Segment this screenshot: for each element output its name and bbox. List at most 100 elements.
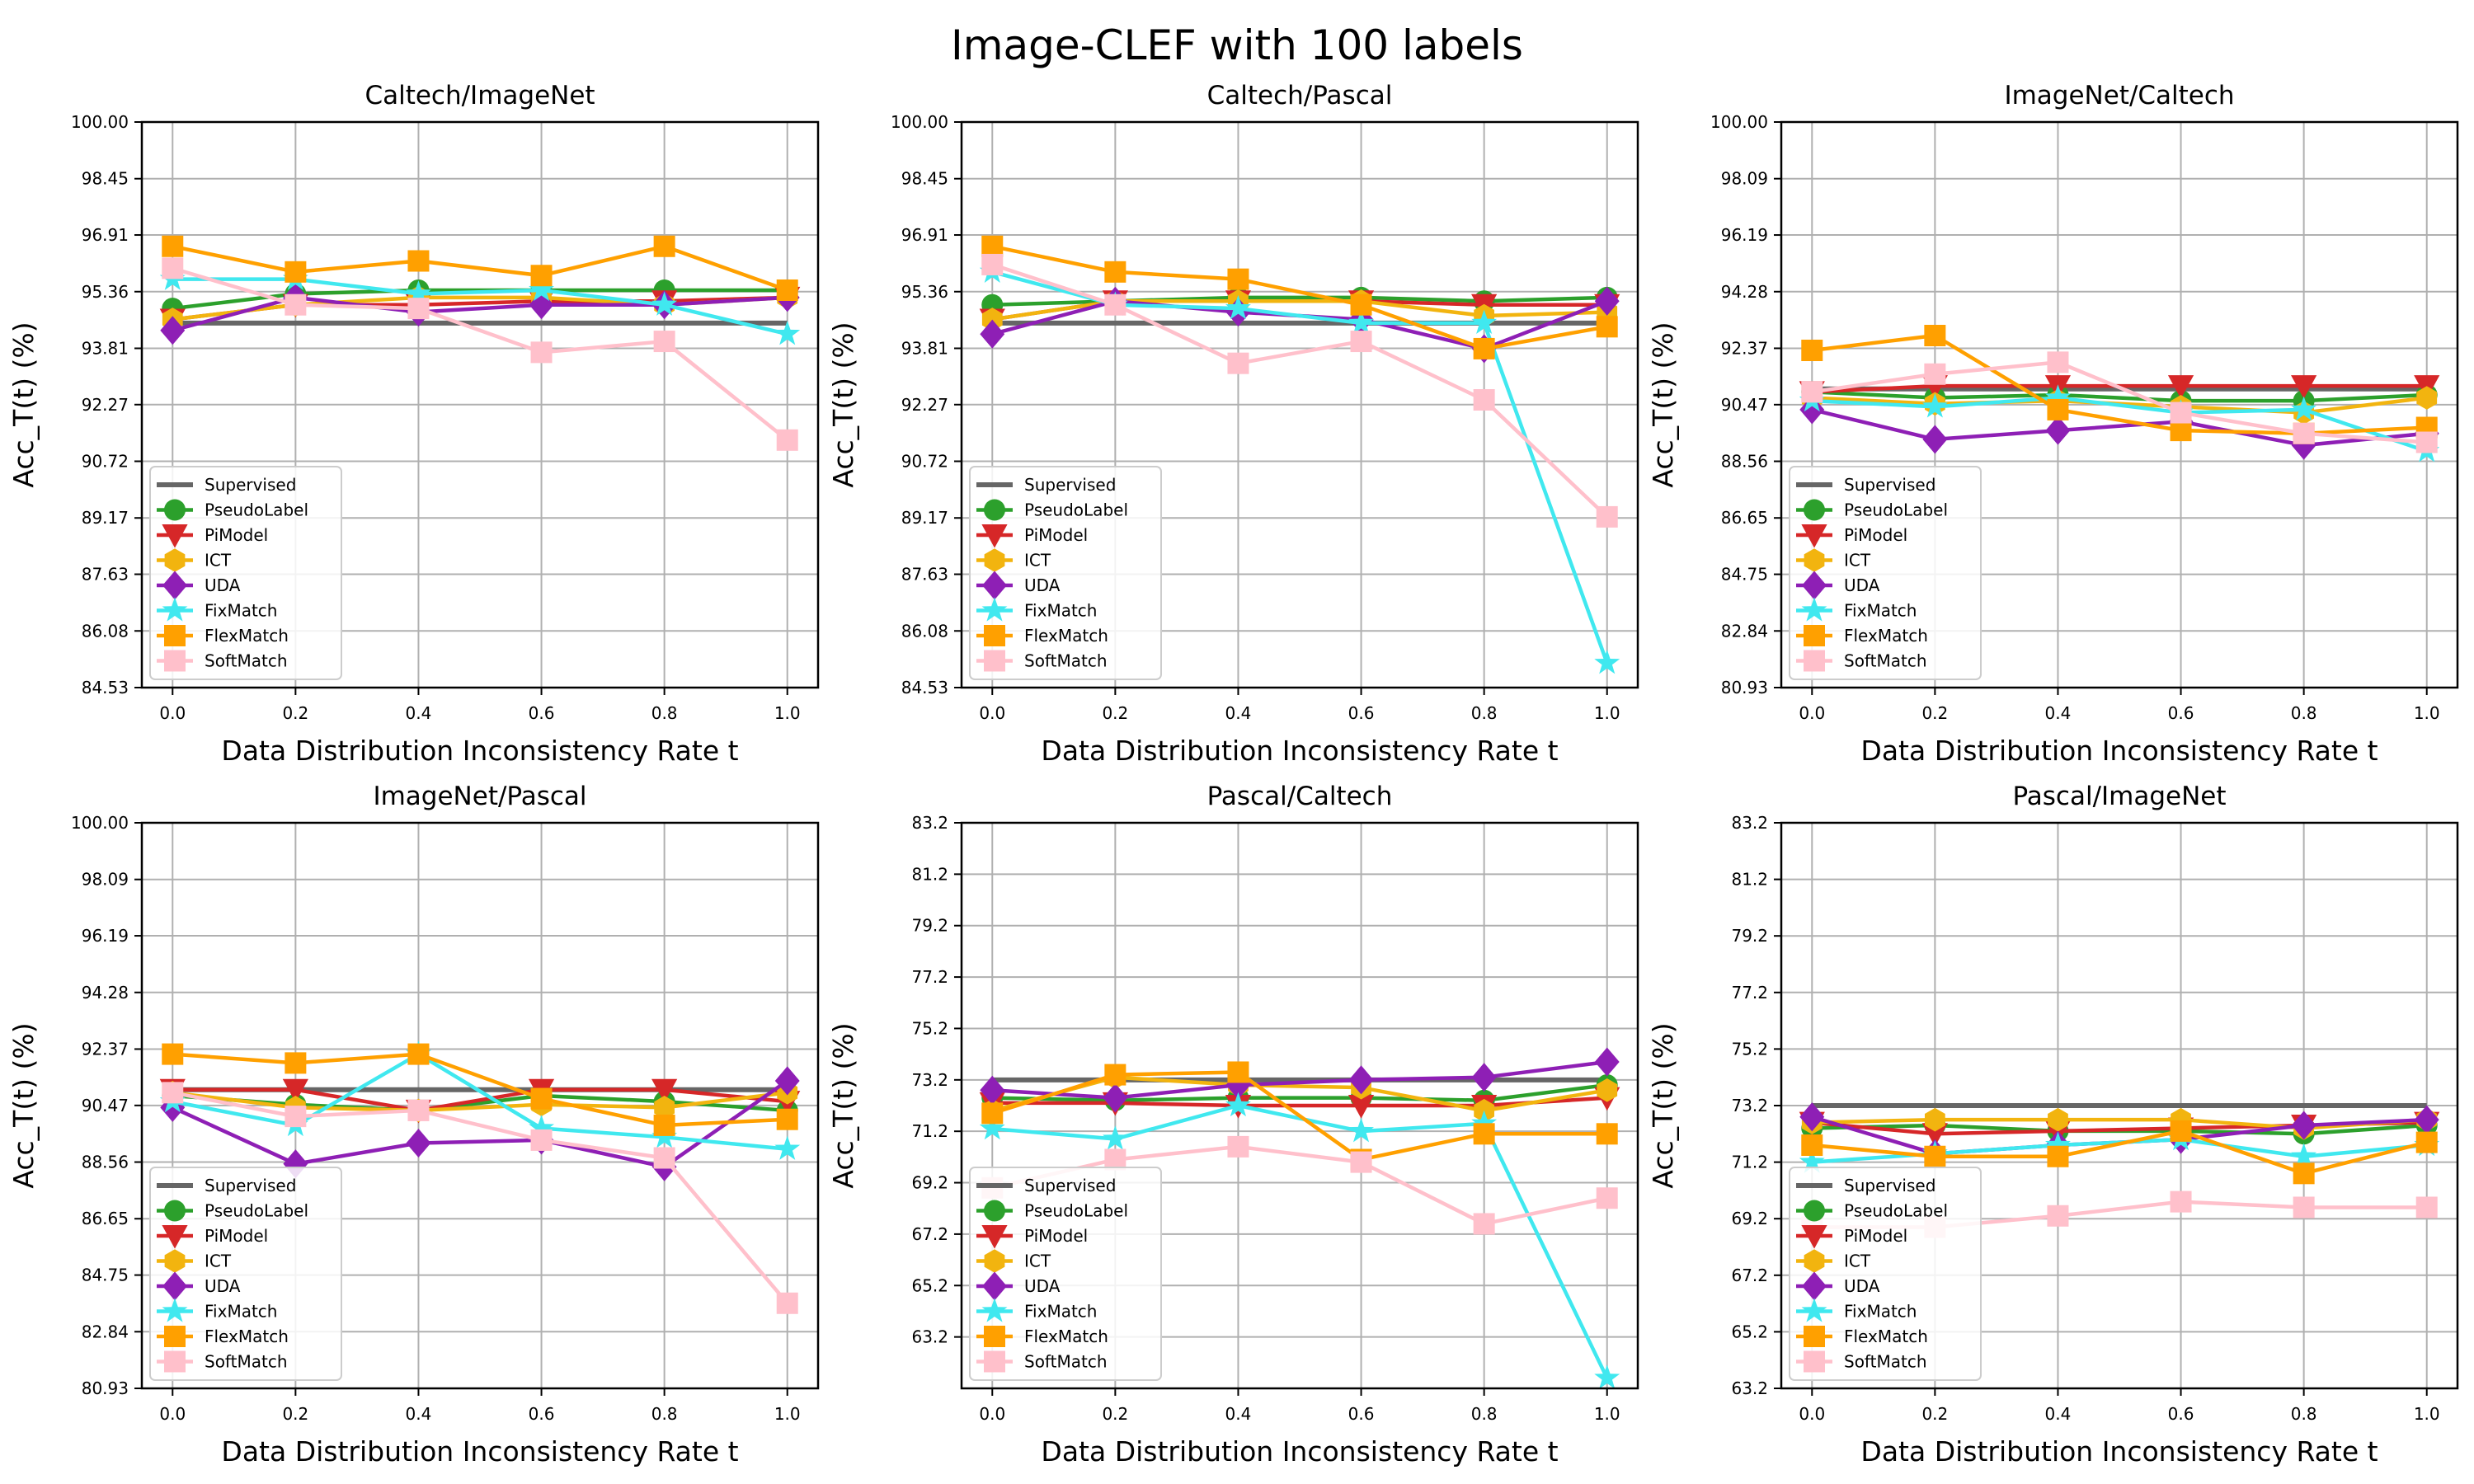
y-tick-label: 92.27 — [901, 395, 948, 415]
legend-label: PseudoLabel — [1024, 500, 1128, 520]
x-tick-label: 0.8 — [1471, 703, 1498, 723]
data-point-flexmatch — [1104, 1064, 1126, 1086]
legend-label: SoftMatch — [1024, 1352, 1108, 1372]
data-point-flexmatch — [981, 235, 1004, 257]
data-point-flexmatch — [1596, 316, 1618, 338]
legend-label: FixMatch — [205, 1302, 277, 1322]
x-tick-label: 0.6 — [1348, 703, 1375, 723]
legend-label: PiModel — [1024, 525, 1088, 545]
legend-swatch-marker — [164, 1249, 186, 1273]
data-point-softmatch — [776, 1292, 798, 1314]
legend-swatch-marker — [1801, 1298, 1827, 1322]
y-tick-label: 77.2 — [1731, 983, 1768, 1003]
data-point-flexmatch — [2170, 1120, 2192, 1142]
x-axis-label: Data Distribution Inconsistency Rate t — [221, 735, 738, 767]
y-tick-label: 65.2 — [911, 1275, 948, 1295]
legend: Supervised PseudoLabel PiModel ICT UDA FixMat… — [969, 466, 1162, 680]
legend-label: ICT — [1844, 1252, 1871, 1271]
legend-label: UDA — [1024, 1276, 1061, 1296]
legend-swatch-marker — [1801, 524, 1827, 548]
data-point-softmatch — [1473, 1213, 1495, 1235]
data-point-ict — [2416, 386, 2438, 410]
data-point-uda — [2414, 1105, 2439, 1134]
series-flexmatch — [162, 1043, 798, 1136]
data-point-fixmatch — [1594, 650, 1620, 674]
plot-frame — [960, 821, 1639, 1390]
series-line-uda — [172, 1079, 789, 1169]
data-point-softmatch — [407, 298, 430, 320]
legend-label: UDA — [1844, 1276, 1880, 1296]
legend-label: SoftMatch — [1844, 1352, 1927, 1372]
data-point-uda — [1103, 1083, 1128, 1113]
y-tick-label: 80.93 — [1721, 678, 1768, 697]
y-tick-label: 98.09 — [1721, 169, 1768, 189]
data-point-flexmatch — [1350, 294, 1372, 316]
x-tick-label: 0.2 — [1102, 1404, 1128, 1424]
legend-swatch-marker — [984, 548, 1005, 572]
chart-panel-3: 80.93 82.84 84.75 86.65 88.56 90.47 92.37 94.28… — [1647, 81, 2459, 767]
legend-swatch-marker — [1801, 1225, 1827, 1249]
data-point-fixmatch — [529, 276, 555, 302]
data-point-softmatch — [285, 294, 307, 316]
data-point-uda — [160, 316, 186, 345]
y-tick-label: 79.2 — [911, 916, 948, 936]
x-tick-label: 0.4 — [1225, 1404, 1252, 1424]
legend-swatch-marker — [164, 1326, 186, 1347]
legend-swatch-marker — [162, 524, 188, 548]
x-tick-label: 0.8 — [1471, 1404, 1498, 1424]
x-tick-label: 0.8 — [2291, 703, 2317, 723]
series-line-fixmatch — [172, 1052, 788, 1151]
legend-label: ICT — [1024, 551, 1051, 571]
series-line-pseudolabel — [992, 295, 1607, 307]
data-point-uda — [2291, 1111, 2316, 1140]
y-tick-label: 90.72 — [82, 452, 129, 472]
y-tick-label: 98.09 — [82, 870, 129, 890]
series-fixmatch — [979, 1092, 1620, 1389]
x-tick-label: 0.6 — [2168, 703, 2194, 723]
legend-swatch-marker — [162, 571, 187, 600]
data-point-softmatch — [162, 257, 184, 279]
series-line-pimodel — [172, 1087, 788, 1113]
data-point-flexmatch — [653, 235, 675, 257]
x-tick-label: 0.4 — [2045, 1404, 2072, 1424]
y-tick-label: 98.45 — [901, 169, 948, 189]
y-tick-label: 96.19 — [1721, 225, 1768, 245]
legend-swatch-marker — [1804, 1350, 1825, 1373]
series-line-fixmatch — [172, 277, 788, 336]
series-line-flexmatch — [172, 244, 788, 293]
series-softmatch — [162, 1082, 798, 1314]
x-tick-label: 1.0 — [1594, 703, 1620, 723]
legend-label: FixMatch — [205, 601, 277, 621]
y-tick-label: 92.37 — [1721, 338, 1768, 358]
legend-label: ICT — [205, 1252, 232, 1271]
data-point-softmatch — [653, 1147, 675, 1169]
y-tick-label: 100.00 — [891, 112, 948, 132]
legend-swatch-marker — [984, 1200, 1005, 1222]
y-tick-label: 73.2 — [911, 1070, 948, 1090]
data-point-softmatch — [1924, 363, 1946, 385]
series-line-uda — [992, 1059, 1608, 1100]
data-point-softmatch — [1596, 1187, 1618, 1209]
data-point-softmatch — [981, 253, 1004, 275]
data-point-softmatch — [530, 1129, 553, 1151]
legend-label: ICT — [1844, 551, 1871, 571]
data-point-uda — [980, 319, 1005, 349]
data-point-flexmatch — [1924, 1145, 1946, 1167]
x-tick-label: 0.0 — [979, 703, 1005, 723]
data-point-uda — [1594, 1047, 1620, 1077]
data-point-flexmatch — [162, 1043, 184, 1065]
legend-label: PseudoLabel — [1844, 500, 1948, 520]
legend-swatch-marker — [982, 571, 1007, 600]
legend-label: FixMatch — [1844, 1302, 1917, 1322]
x-tick-label: 0.8 — [651, 1404, 678, 1424]
x-tick-label: 0.6 — [529, 1404, 555, 1424]
data-point-fixmatch — [1225, 1092, 1251, 1117]
series-fixmatch — [1799, 1125, 2440, 1173]
figure-title: Image-CLEF with 100 labels — [951, 21, 1523, 69]
legend-label: Supervised — [205, 475, 296, 495]
x-tick-label: 0.6 — [1348, 1404, 1375, 1424]
y-tick-label: 73.2 — [1731, 1096, 1768, 1115]
data-point-uda — [529, 290, 554, 320]
data-point-softmatch — [2293, 1196, 2315, 1219]
data-point-softmatch — [2415, 1196, 2438, 1219]
